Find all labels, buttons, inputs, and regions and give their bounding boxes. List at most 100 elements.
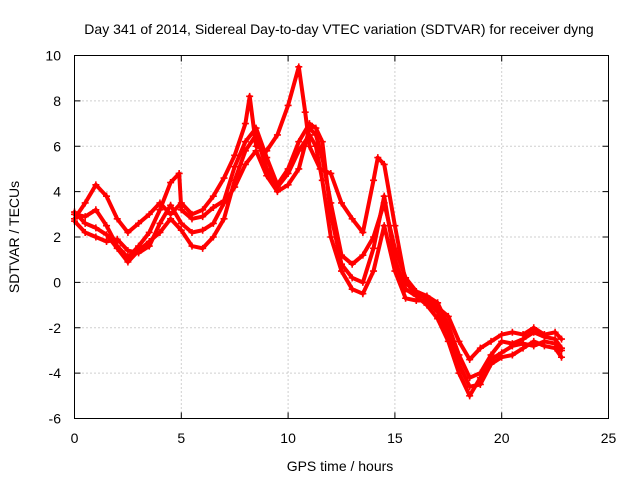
data-point-plus <box>167 201 175 209</box>
y-tick-label: -4 <box>49 365 62 381</box>
data-point-plus <box>188 228 196 236</box>
data-point-plus <box>402 278 410 286</box>
data-point-plus <box>124 253 132 261</box>
data-point-plus <box>402 294 410 302</box>
data-point-plus <box>455 369 463 377</box>
data-point-plus <box>508 328 516 336</box>
data-point-plus <box>519 331 527 339</box>
data-point-plus <box>81 199 89 207</box>
data-point-plus <box>508 351 516 359</box>
data-point-plus <box>374 154 382 162</box>
data-point-plus <box>231 183 239 191</box>
data-point-plus <box>558 335 566 343</box>
data-series <box>71 63 566 400</box>
data-point-plus <box>252 142 260 150</box>
data-point-plus <box>177 206 185 214</box>
data-point-plus <box>423 301 431 309</box>
data-point-plus <box>81 213 89 221</box>
data-point-plus <box>231 151 239 159</box>
data-point-plus <box>359 278 367 286</box>
data-point-plus <box>498 337 506 345</box>
data-point-plus <box>209 204 217 212</box>
data-point-plus <box>327 169 335 177</box>
data-point-plus <box>434 315 442 323</box>
data-point-plus <box>209 192 217 200</box>
data-point-plus <box>156 206 164 214</box>
data-point-plus <box>175 169 183 177</box>
data-point-plus <box>188 210 196 218</box>
data-point-plus <box>412 290 420 298</box>
data-point-plus <box>348 215 356 223</box>
series-track-4 <box>71 63 566 364</box>
data-point-plus <box>348 285 356 293</box>
x-tick-label: 0 <box>71 430 79 446</box>
data-point-plus <box>370 244 378 252</box>
data-point-plus <box>498 349 506 357</box>
data-point-plus <box>551 328 559 336</box>
y-tick-label: 2 <box>53 229 61 245</box>
data-point-plus <box>455 337 463 345</box>
chart-title: Day 341 of 2014, Sidereal Day-to-day VTE… <box>84 21 593 37</box>
data-point-plus <box>444 312 452 320</box>
y-tick-label: 4 <box>53 184 61 200</box>
data-point-plus <box>273 181 281 189</box>
data-point-plus <box>199 244 207 252</box>
data-point-plus <box>338 267 345 275</box>
data-point-plus <box>391 256 399 264</box>
data-point-plus <box>348 260 356 268</box>
data-point-plus <box>476 374 484 382</box>
y-tick-label: 0 <box>53 274 61 290</box>
data-point-plus <box>540 331 548 339</box>
y-tick-label: 8 <box>53 93 61 109</box>
data-point-plus <box>167 210 175 218</box>
data-point-plus <box>113 242 121 250</box>
data-point-plus <box>487 337 495 345</box>
data-point-plus <box>466 392 474 400</box>
data-point-plus <box>156 219 164 227</box>
data-point-plus <box>199 206 207 214</box>
x-tick-label: 5 <box>177 430 185 446</box>
data-point-plus <box>145 242 153 250</box>
x-axis-label: GPS time / hours <box>287 458 394 474</box>
x-tick-labels: 0 5 10 15 20 25 <box>71 430 617 446</box>
y-tick-label: -6 <box>49 411 62 427</box>
data-point-plus <box>284 165 292 173</box>
data-point-plus <box>359 290 367 298</box>
data-point-plus <box>444 337 452 345</box>
data-point-plus <box>327 233 335 241</box>
data-point-plus <box>241 160 249 168</box>
data-point-plus <box>434 303 442 311</box>
data-point-plus <box>81 228 89 236</box>
data-point-plus <box>530 342 538 350</box>
data-point-plus <box>113 215 121 223</box>
data-point-plus <box>199 226 207 234</box>
data-point-plus <box>551 340 559 348</box>
y-tick-label: -2 <box>49 320 62 336</box>
x-tick-label: 20 <box>494 430 510 446</box>
data-point-plus <box>103 192 111 200</box>
data-point-plus <box>284 181 292 189</box>
data-point-plus <box>327 210 335 218</box>
data-point-plus <box>380 192 388 200</box>
data-point-plus <box>92 224 100 232</box>
data-point-plus <box>558 346 566 354</box>
data-point-plus <box>177 226 185 234</box>
data-point-plus <box>263 172 271 180</box>
series-trace <box>72 132 564 389</box>
data-point-plus <box>135 249 143 257</box>
data-point-plus <box>220 215 228 223</box>
data-point-plus <box>466 374 474 382</box>
data-point-plus <box>380 222 388 230</box>
data-point-plus <box>370 176 378 184</box>
data-point-plus <box>273 188 281 196</box>
data-point-plus <box>124 228 132 236</box>
data-point-plus <box>305 142 313 150</box>
data-point-plus <box>241 120 249 128</box>
data-point-plus <box>241 138 249 146</box>
data-point-plus <box>103 231 111 239</box>
data-point-plus <box>124 247 132 255</box>
data-point-plus <box>455 351 463 359</box>
y-axis-label: SDTVAR / TECUs <box>6 181 22 293</box>
series-trace <box>72 126 564 380</box>
